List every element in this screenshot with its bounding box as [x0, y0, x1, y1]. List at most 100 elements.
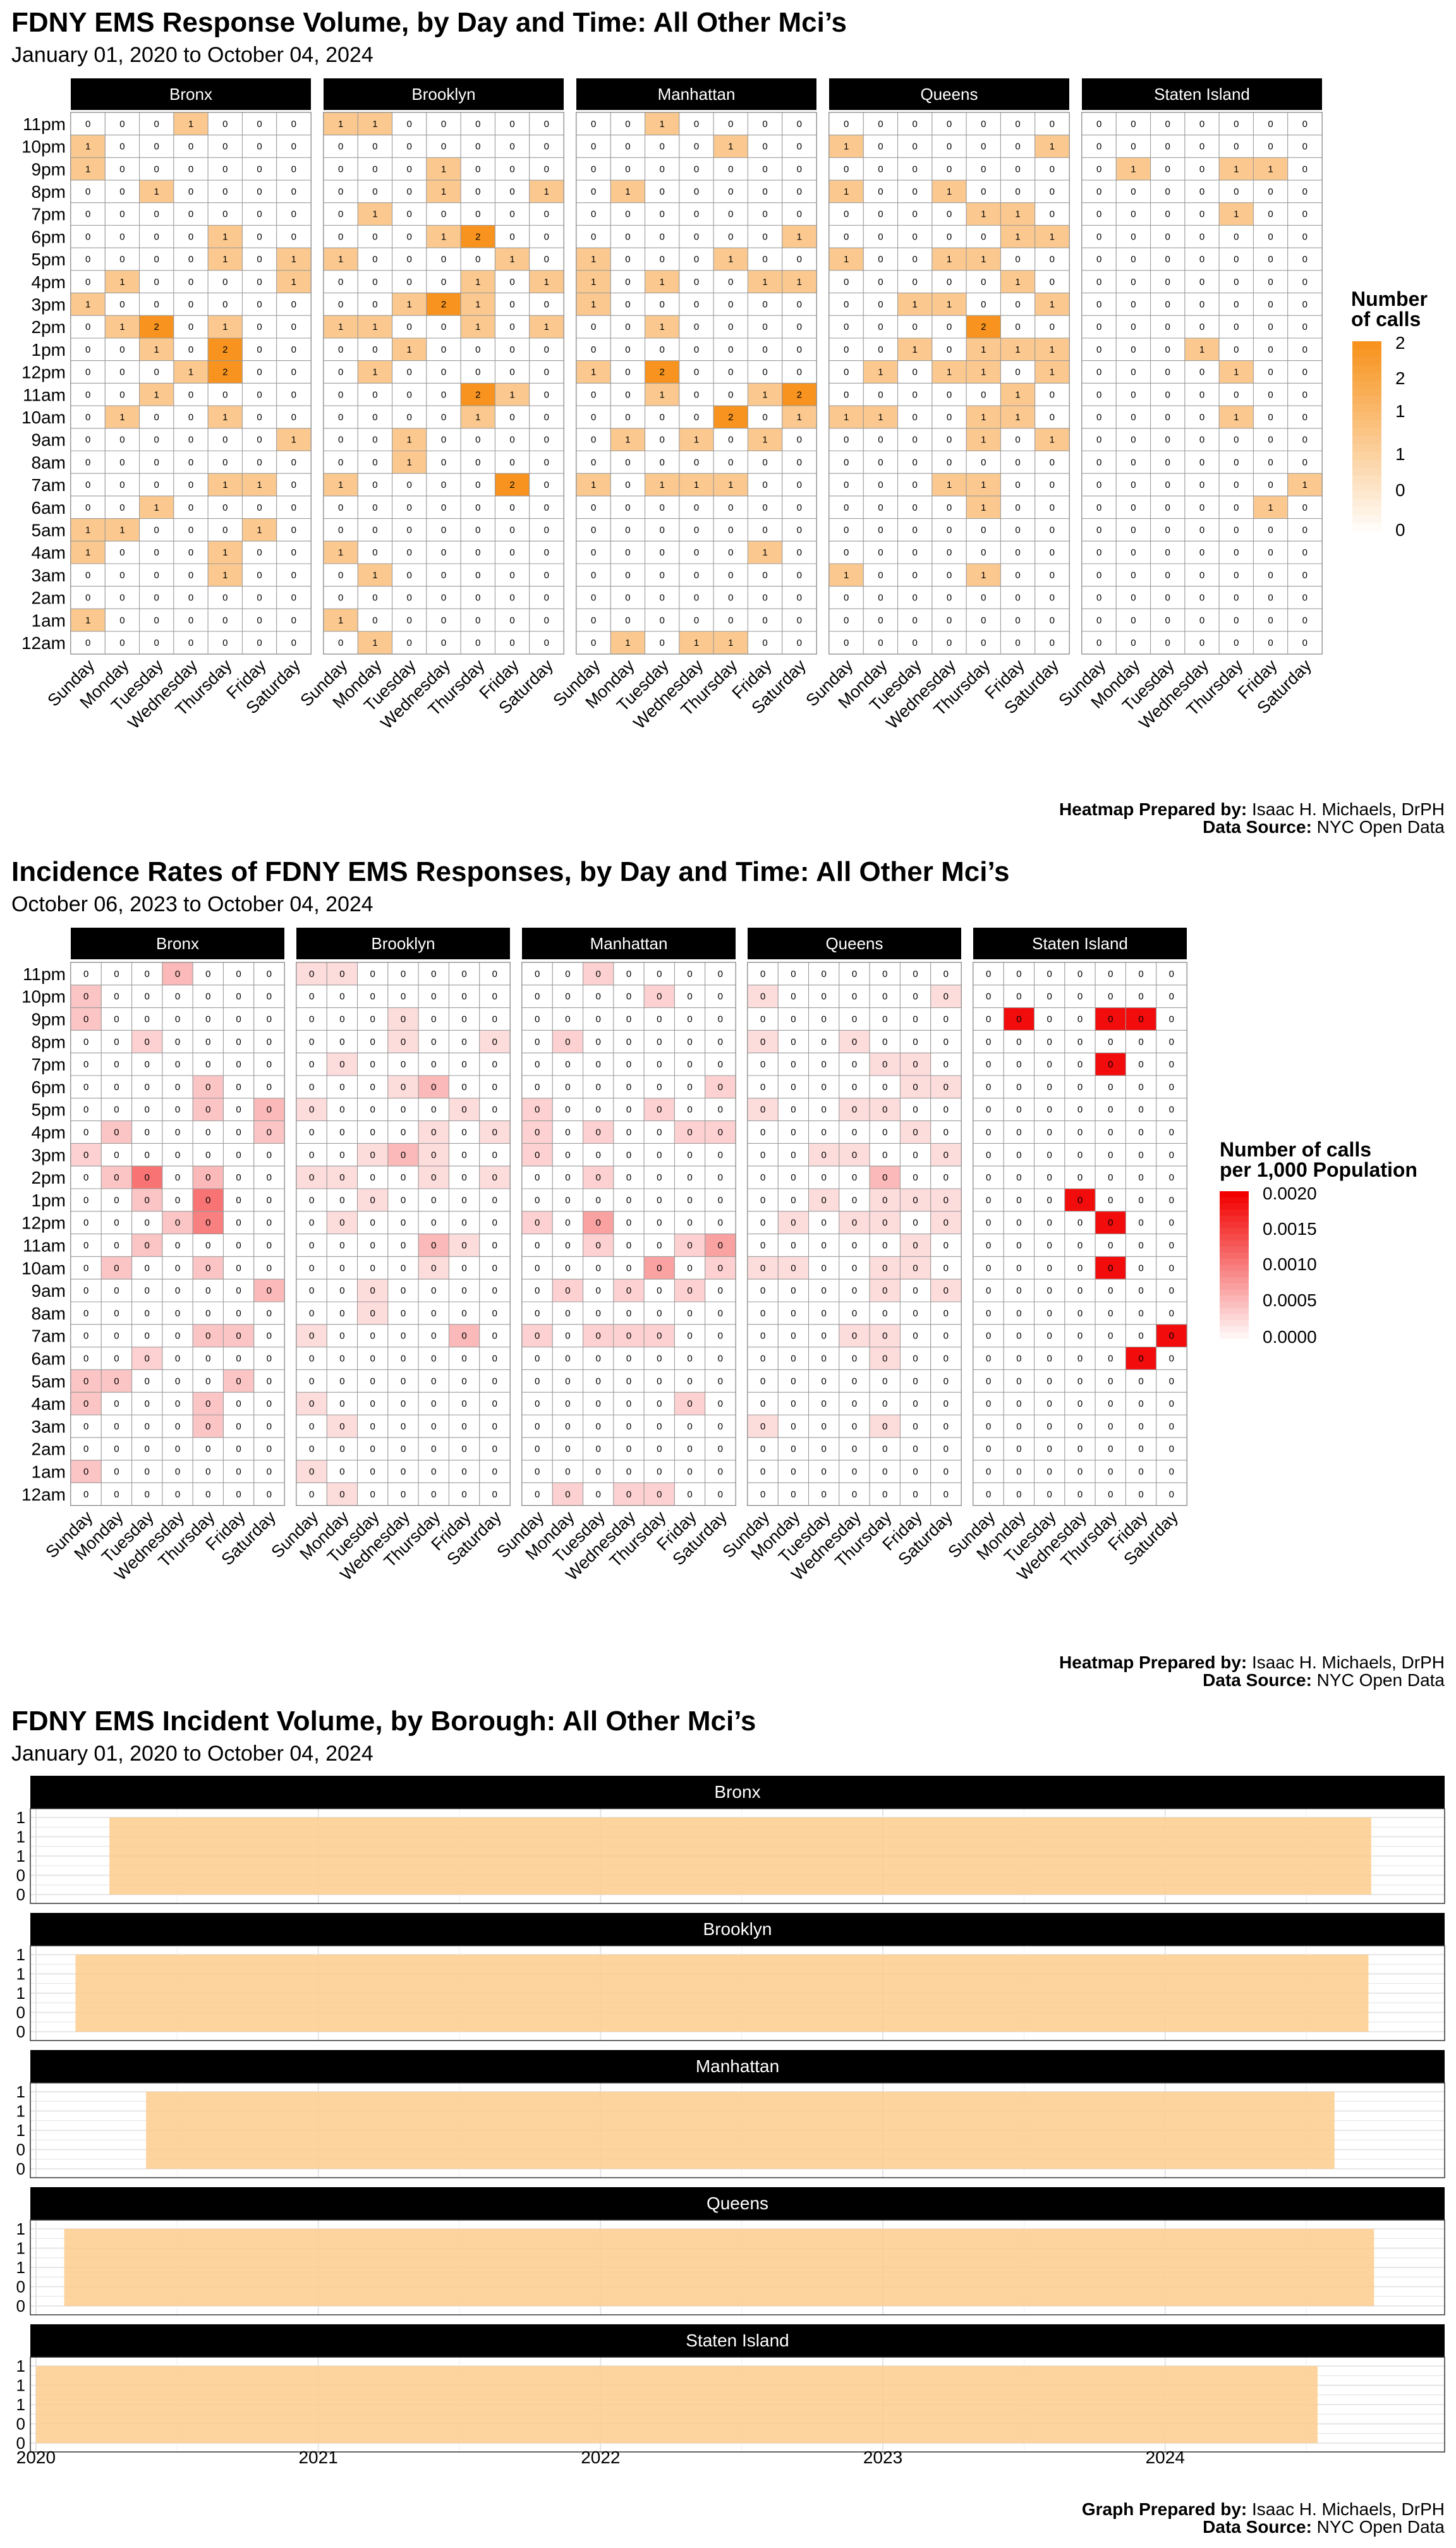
heat-cell — [610, 540, 646, 564]
cell-label: 0 — [145, 1014, 150, 1025]
heat-cell — [713, 360, 748, 384]
cell-label: 0 — [852, 1263, 857, 1273]
cell-label: 0 — [407, 164, 412, 174]
heat-cell — [418, 1369, 449, 1393]
heat-cell — [583, 1029, 614, 1053]
cell-label: 1 — [1050, 142, 1055, 152]
heat-cell — [1081, 563, 1117, 587]
cell-label: 0 — [370, 1059, 375, 1070]
cell-label: 0 — [760, 1308, 765, 1319]
cell-label: 0 — [981, 186, 986, 197]
heat-cell — [869, 1392, 901, 1416]
cell-label: 0 — [943, 1195, 949, 1206]
cell-label: 0 — [852, 1308, 857, 1319]
cell-label: 0 — [535, 1444, 540, 1455]
heat-cell — [296, 1347, 327, 1370]
cell-label: 0 — [913, 1105, 918, 1115]
cell-label: 0 — [1131, 502, 1136, 513]
heat-cell — [583, 1437, 614, 1461]
heat-cell — [131, 1098, 163, 1122]
cell-label: 0 — [544, 435, 549, 446]
heat-cell — [173, 405, 209, 429]
cell-label: 0 — [625, 142, 630, 152]
cell-label: 0 — [114, 1263, 119, 1273]
cell-label: 0 — [1077, 1172, 1083, 1183]
heat-cell — [1287, 518, 1323, 542]
cell-label: 1 — [291, 277, 296, 288]
cell-label: 0 — [83, 1127, 88, 1138]
heat-cell — [70, 1165, 102, 1189]
cell-label: 0 — [544, 164, 549, 174]
cell-label: 0 — [660, 186, 665, 197]
heat-cell — [70, 451, 106, 474]
cell-label: 0 — [1268, 209, 1273, 220]
cell-label: 0 — [852, 1331, 857, 1342]
legend-gradient-step — [1220, 1258, 1249, 1266]
cell-label: 0 — [986, 1105, 991, 1115]
cell-label: 0 — [119, 480, 124, 490]
cell-label: 0 — [339, 1014, 344, 1025]
cell-label: 0 — [1016, 1467, 1021, 1477]
cell-label: 0 — [565, 1376, 570, 1386]
cell-label: 0 — [1138, 1376, 1143, 1386]
heat-cell — [1150, 495, 1186, 519]
cell-label: 0 — [1302, 186, 1307, 197]
cell-label: 0 — [660, 615, 665, 626]
cell-label: 0 — [535, 1308, 540, 1319]
heat-cell — [494, 360, 530, 384]
cell-label: 0 — [1169, 1059, 1174, 1070]
cell-label: 0 — [338, 502, 343, 513]
heat-cell — [930, 1052, 962, 1076]
cell-label: 1 — [947, 186, 952, 197]
heat-cell — [1253, 518, 1289, 542]
cell-label: 0 — [1016, 1376, 1021, 1386]
cell-label: 0 — [657, 1354, 662, 1364]
heat-cell — [70, 1437, 102, 1461]
cell-label: 0 — [338, 367, 343, 378]
cell-label: 0 — [986, 1059, 991, 1070]
cell-label: 0 — [913, 1489, 918, 1500]
cell-label: 0 — [913, 547, 918, 558]
heat-cell — [100, 1098, 133, 1122]
cell-label: 0 — [236, 1150, 241, 1160]
heat-cell — [100, 1278, 133, 1302]
cell-label: 0 — [1302, 164, 1307, 174]
cell-label: 0 — [535, 1195, 540, 1206]
cell-label: 0 — [1016, 1150, 1021, 1160]
cell-label: 0 — [1234, 277, 1239, 288]
heat-cell — [70, 1188, 102, 1212]
cell-label: 0 — [1016, 1105, 1021, 1115]
cell-label: 0 — [339, 969, 344, 980]
cell-label: 0 — [1169, 1285, 1174, 1296]
heat-cell — [139, 608, 174, 632]
heat-cell — [777, 1437, 810, 1461]
cell-label: 0 — [1131, 457, 1136, 468]
heat-cell — [276, 135, 312, 158]
cell-label: 0 — [1169, 1014, 1174, 1025]
area-band — [64, 2229, 1374, 2306]
cell-label: 0 — [114, 992, 119, 1002]
cell-label: 0 — [660, 435, 665, 446]
cell-label: 0 — [291, 299, 296, 310]
cell-label: 0 — [1108, 1195, 1113, 1206]
cell-label: 0 — [461, 1082, 466, 1093]
cell-label: 0 — [882, 1444, 887, 1455]
legend-gradient-step — [1220, 1203, 1249, 1210]
cell-label: 0 — [882, 1241, 887, 1251]
cell-label: 0 — [338, 389, 343, 400]
heat-cell — [808, 1007, 840, 1031]
cell-label: 0 — [913, 1444, 918, 1455]
heat-cell — [253, 1143, 285, 1167]
cell-label: 0 — [626, 1467, 631, 1477]
facet-label: Brooklyn — [703, 1919, 772, 1939]
cell-label: 1 — [797, 231, 802, 242]
cell-label: 0 — [943, 1241, 949, 1251]
heat-cell — [494, 495, 530, 519]
heat-cell — [705, 1347, 736, 1370]
cell-label: 0 — [145, 1241, 150, 1251]
heat-cell — [552, 1075, 584, 1099]
cell-label: 0 — [461, 1014, 466, 1025]
heat-cell — [705, 1075, 736, 1099]
heat-cell — [70, 270, 106, 294]
